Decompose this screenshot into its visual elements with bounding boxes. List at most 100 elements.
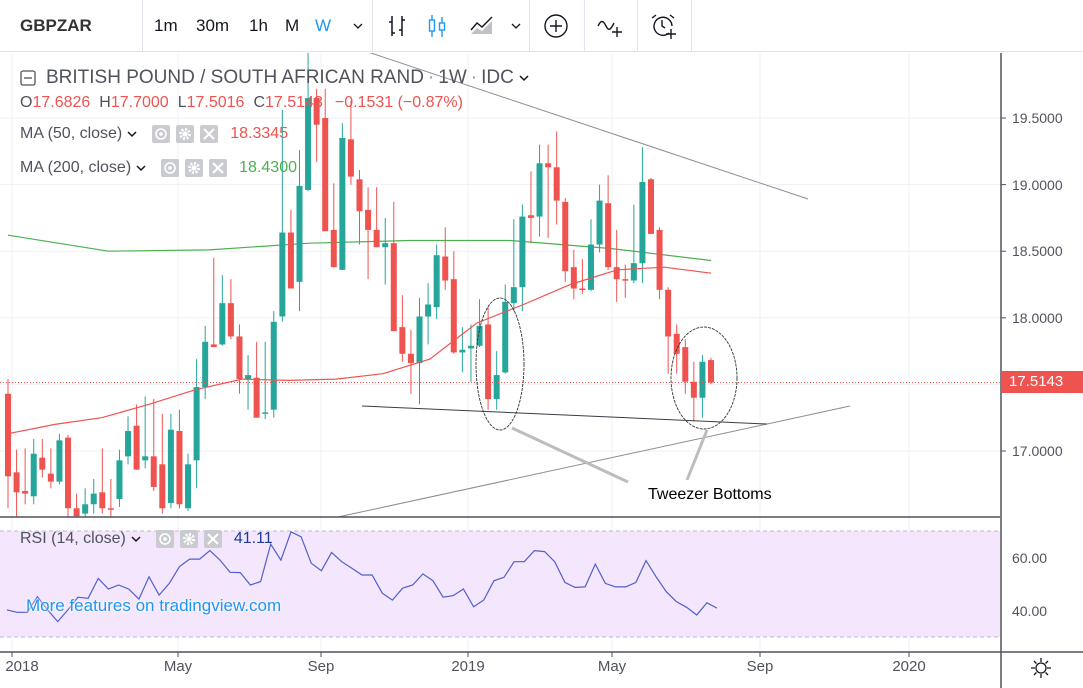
callout-line-1	[511, 426, 629, 484]
candle-body	[202, 341, 209, 388]
rsi-pane[interactable]	[6, 530, 718, 623]
candle-body	[433, 255, 440, 308]
candle-body	[176, 431, 183, 505]
candle	[545, 144, 552, 238]
candle-body	[579, 288, 586, 290]
interval-1m[interactable]: 1m	[154, 16, 178, 35]
trendline-lows[interactable]	[361, 405, 768, 425]
candle	[476, 299, 483, 348]
candle	[99, 448, 106, 514]
candle	[176, 409, 183, 509]
candle	[510, 219, 517, 312]
candle-body	[382, 243, 389, 248]
gear-icon[interactable]	[179, 530, 198, 548]
candle	[313, 88, 320, 162]
rsi-label[interactable]: RSI (14, close)	[20, 530, 126, 547]
candle	[202, 325, 209, 400]
chevron-down-icon[interactable]	[135, 162, 147, 174]
candle-body	[73, 508, 80, 517]
eye-icon[interactable]	[161, 159, 180, 177]
price-pane[interactable]	[0, 52, 1000, 524]
chevron-down-icon[interactable]	[130, 533, 142, 545]
interval-1h[interactable]: 1h	[249, 16, 268, 35]
settings-sun-icon[interactable]	[1030, 657, 1052, 679]
series-source: IDC	[481, 67, 514, 88]
candle-body	[305, 98, 312, 190]
time-tick-label: Sep	[307, 658, 335, 675]
candle	[107, 478, 114, 517]
area-chart-icon[interactable]	[468, 12, 496, 40]
open-label: O	[20, 94, 33, 111]
symbol-search-button[interactable]: GBPZAR	[20, 16, 92, 35]
candle	[125, 416, 132, 465]
ellipse-highlight-1[interactable]	[475, 297, 525, 431]
candle	[527, 171, 534, 244]
candle	[467, 324, 474, 382]
indicators-icon[interactable]	[596, 12, 624, 40]
candle	[587, 219, 594, 292]
chevron-down-icon[interactable]	[518, 72, 530, 84]
eye-icon[interactable]	[152, 125, 171, 143]
candle	[65, 435, 72, 517]
candle	[433, 244, 440, 320]
candles-icon[interactable]	[423, 12, 451, 40]
interval-M[interactable]: M	[285, 16, 300, 35]
candle-body	[227, 303, 234, 337]
interval-W[interactable]: W	[315, 16, 332, 35]
candle	[159, 413, 166, 514]
ma200-legend: MA (200, close) 18.4300	[20, 159, 297, 177]
watermark-link[interactable]: More features on tradingview.com	[26, 596, 282, 615]
gear-icon[interactable]	[176, 125, 195, 143]
candle-body	[673, 333, 680, 354]
candle-body	[656, 229, 663, 290]
close-icon[interactable]	[209, 159, 228, 177]
trendline-support[interactable]	[337, 405, 851, 517]
candle	[22, 448, 29, 505]
candle	[330, 183, 337, 268]
ma200-value: 18.4300	[239, 159, 297, 176]
candle-body	[587, 244, 594, 290]
candle-body	[287, 232, 294, 289]
candle	[13, 449, 20, 517]
candle-body	[142, 456, 149, 461]
candle-body	[647, 179, 654, 234]
eye-icon[interactable]	[155, 530, 174, 548]
chevron-down-icon[interactable]	[126, 128, 138, 140]
bar-chart-icon[interactable]	[383, 12, 411, 40]
candle-body	[356, 179, 363, 212]
trendline-resistance[interactable]	[368, 52, 809, 200]
candle	[630, 204, 637, 284]
candle	[682, 339, 689, 394]
ohlc-values: O 17.6826 H 17.7000 L 17.5016 C 17.5143 −0.1…	[20, 94, 463, 112]
candle-body	[485, 324, 492, 400]
annotation-text[interactable]: Tweezer Bottoms	[648, 486, 772, 503]
candle	[262, 341, 269, 420]
candle-body	[545, 163, 552, 168]
candle	[596, 184, 603, 253]
candle-body	[82, 504, 89, 514]
ma50-line	[7, 266, 712, 435]
chevron-down-icon[interactable]	[502, 12, 530, 40]
candle	[647, 177, 654, 234]
candle-body	[322, 118, 329, 232]
plus-circle-icon[interactable]	[542, 12, 570, 40]
close-icon[interactable]	[200, 125, 219, 143]
candle	[90, 478, 97, 514]
ma200-label[interactable]: MA (200, close)	[20, 159, 132, 176]
collapse-legend-icon[interactable]	[20, 70, 36, 86]
candle	[622, 264, 629, 298]
divider	[637, 0, 638, 52]
interval-30m[interactable]: 30m	[196, 16, 230, 35]
ma50-label[interactable]: MA (50, close)	[20, 125, 123, 142]
close-icon[interactable]	[203, 530, 222, 548]
candle-body	[390, 243, 397, 332]
candle-body	[682, 347, 689, 382]
candle	[193, 359, 200, 489]
chevron-down-icon[interactable]	[344, 12, 372, 40]
ellipse-highlight-2[interactable]	[670, 326, 738, 430]
candle-body	[193, 387, 200, 461]
gear-icon[interactable]	[185, 159, 204, 177]
alarm-icon[interactable]	[649, 12, 677, 40]
candle	[382, 217, 389, 285]
